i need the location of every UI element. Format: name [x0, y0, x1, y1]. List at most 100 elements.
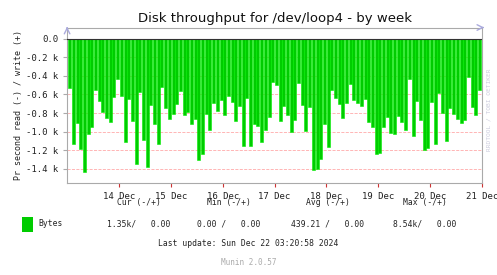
- Bar: [246, 39, 248, 98]
- Bar: [208, 39, 212, 130]
- Bar: [401, 39, 404, 122]
- Bar: [68, 39, 71, 88]
- Bar: [138, 39, 141, 92]
- Bar: [264, 39, 267, 130]
- Bar: [386, 39, 389, 117]
- Bar: [408, 39, 411, 79]
- Title: Disk throughput for /dev/loop4 - by week: Disk throughput for /dev/loop4 - by week: [138, 12, 412, 25]
- Text: Min (-/+): Min (-/+): [207, 198, 250, 207]
- Bar: [105, 39, 108, 118]
- Bar: [135, 39, 138, 164]
- Bar: [316, 39, 319, 169]
- Bar: [286, 39, 289, 115]
- Bar: [448, 39, 451, 108]
- Bar: [201, 39, 204, 154]
- Bar: [216, 39, 219, 111]
- Bar: [190, 39, 193, 124]
- Bar: [124, 39, 127, 142]
- Text: Munin 2.0.57: Munin 2.0.57: [221, 258, 276, 266]
- Bar: [275, 39, 278, 85]
- Bar: [150, 39, 153, 105]
- Bar: [238, 39, 241, 106]
- Bar: [109, 39, 112, 122]
- Text: 439.21 /   0.00: 439.21 / 0.00: [291, 219, 365, 228]
- Bar: [371, 39, 374, 127]
- Bar: [223, 39, 226, 115]
- Bar: [161, 39, 164, 87]
- Bar: [186, 39, 189, 112]
- Bar: [127, 39, 130, 98]
- Bar: [171, 39, 174, 114]
- Bar: [360, 39, 363, 106]
- Bar: [164, 39, 167, 108]
- Bar: [293, 39, 296, 120]
- Bar: [234, 39, 238, 121]
- Bar: [363, 39, 367, 99]
- Bar: [375, 39, 378, 154]
- Text: RRDTOOL / TOBI OETIKER: RRDTOOL / TOBI OETIKER: [486, 69, 491, 151]
- Bar: [345, 39, 348, 103]
- Bar: [445, 39, 448, 141]
- Text: Max (-/+): Max (-/+): [403, 198, 447, 207]
- Text: Last update: Sun Dec 22 03:20:58 2024: Last update: Sun Dec 22 03:20:58 2024: [159, 239, 338, 248]
- Bar: [279, 39, 282, 121]
- Bar: [434, 39, 437, 144]
- Bar: [142, 39, 145, 140]
- Bar: [297, 39, 300, 83]
- Bar: [197, 39, 200, 160]
- Bar: [331, 39, 333, 90]
- Y-axis label: Pr second read (-) / write (+): Pr second read (-) / write (+): [14, 30, 23, 180]
- Bar: [467, 39, 470, 77]
- Bar: [157, 39, 160, 144]
- Bar: [249, 39, 252, 147]
- Bar: [441, 39, 444, 113]
- Bar: [337, 39, 341, 104]
- Bar: [352, 39, 355, 100]
- Text: Cur (-/+): Cur (-/+): [117, 198, 161, 207]
- Text: 8.54k/   0.00: 8.54k/ 0.00: [393, 219, 457, 228]
- Bar: [412, 39, 414, 136]
- Bar: [301, 39, 304, 105]
- Bar: [182, 39, 186, 115]
- Bar: [456, 39, 459, 119]
- Bar: [334, 39, 337, 98]
- Bar: [430, 39, 433, 102]
- Bar: [404, 39, 407, 130]
- Bar: [146, 39, 149, 167]
- Bar: [98, 39, 101, 101]
- Bar: [290, 39, 293, 132]
- Text: 0.00 /   0.00: 0.00 / 0.00: [197, 219, 260, 228]
- Bar: [319, 39, 322, 159]
- Bar: [256, 39, 259, 126]
- Bar: [131, 39, 134, 121]
- Bar: [327, 39, 330, 147]
- Bar: [101, 39, 104, 112]
- Bar: [356, 39, 359, 103]
- Bar: [227, 39, 230, 96]
- Bar: [308, 39, 311, 107]
- Bar: [282, 39, 285, 106]
- Bar: [76, 39, 79, 123]
- Bar: [168, 39, 171, 119]
- Bar: [242, 39, 245, 146]
- Bar: [260, 39, 263, 142]
- Bar: [271, 39, 274, 82]
- Bar: [382, 39, 385, 127]
- Bar: [220, 39, 223, 100]
- Bar: [389, 39, 393, 133]
- Bar: [312, 39, 315, 170]
- Bar: [478, 39, 481, 89]
- Text: Bytes: Bytes: [39, 219, 63, 228]
- Bar: [253, 39, 256, 124]
- Bar: [460, 39, 463, 123]
- Bar: [437, 39, 440, 94]
- Bar: [305, 39, 308, 131]
- Text: Avg (-/+): Avg (-/+): [306, 198, 350, 207]
- Bar: [426, 39, 429, 148]
- Bar: [86, 39, 89, 134]
- Bar: [79, 39, 83, 149]
- Bar: [367, 39, 370, 122]
- Bar: [463, 39, 466, 120]
- Bar: [452, 39, 455, 114]
- Bar: [112, 39, 115, 97]
